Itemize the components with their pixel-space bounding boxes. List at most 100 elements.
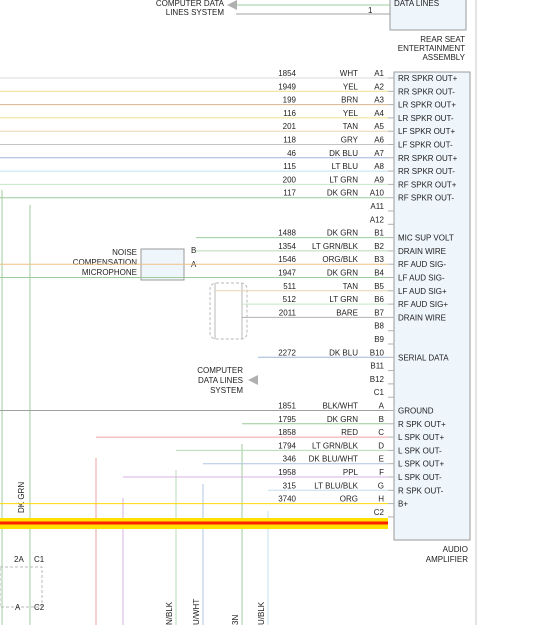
row-b5-color: TAN bbox=[343, 282, 359, 291]
row-b1-color: DK GRN bbox=[327, 229, 358, 238]
vertical-wire-label: DK GRN bbox=[17, 482, 26, 513]
row-b1-function: MIC SUP VOLT bbox=[398, 234, 454, 243]
row-e-pin: E bbox=[379, 455, 384, 464]
row-g-function: R SPK OUT- bbox=[398, 486, 444, 495]
row-b2-pin: B2 bbox=[374, 242, 384, 251]
row-b3-circuit: 1546 bbox=[278, 255, 296, 264]
row-b-color: DK GRN bbox=[327, 415, 358, 424]
row-a10-pin: A10 bbox=[370, 189, 385, 198]
mid-label-3: SYSTEM bbox=[210, 386, 243, 395]
row-b4-pin: B4 bbox=[374, 269, 384, 278]
row-b3-pin: B3 bbox=[374, 255, 384, 264]
row-a5-pin: A5 bbox=[374, 122, 384, 131]
data-lines-box bbox=[389, 0, 467, 31]
row-e-color: DK BLU/WHT bbox=[309, 455, 358, 464]
row-a7-function: RR SPKR OUT+ bbox=[398, 154, 458, 163]
row-b4-circuit: 1947 bbox=[278, 269, 296, 278]
row-a6-pin: A6 bbox=[374, 136, 384, 145]
row-a1-pin: A1 bbox=[374, 69, 384, 78]
row-g-color: LT BLU/BLK bbox=[314, 481, 358, 490]
row-c-color: RED bbox=[341, 428, 358, 437]
row-a10-circuit: 117 bbox=[283, 189, 296, 198]
row-a3-circuit: 199 bbox=[283, 96, 297, 105]
row-a6-color: GRY bbox=[341, 136, 359, 145]
row-a5-color: TAN bbox=[343, 122, 359, 131]
noise-label-2: COMPENSATION bbox=[73, 258, 138, 267]
row-a8-circuit: 115 bbox=[283, 162, 296, 171]
row-b7-pin: B7 bbox=[374, 308, 384, 317]
data-lines-label: DATA LINES bbox=[394, 0, 439, 8]
data-arrow-icon bbox=[248, 375, 258, 385]
row-b12-pin: B12 bbox=[370, 375, 385, 384]
amp-label-1: AUDIO bbox=[443, 545, 468, 554]
top-arrow-icon bbox=[227, 0, 237, 10]
noise-label-3: MICROPHONE bbox=[82, 268, 137, 277]
row-f-function: L SPK OUT- bbox=[398, 473, 442, 482]
row-a6-function: LF SPKR OUT- bbox=[398, 141, 453, 150]
row-f-pin: F bbox=[379, 468, 384, 477]
row-a2-function: RR SPKR OUT- bbox=[398, 87, 455, 96]
row-b5-function: LF AUD SIG+ bbox=[398, 287, 447, 296]
row-b10-color: DK BLU bbox=[329, 348, 358, 357]
row-a7-circuit: 46 bbox=[287, 149, 296, 158]
bottom-wire-label-3: 3N bbox=[231, 615, 240, 625]
row-b4-color: DK GRN bbox=[327, 269, 358, 278]
label-2a: 2A bbox=[14, 555, 24, 564]
row-a9-pin: A9 bbox=[374, 175, 384, 184]
row-b-function: R SPK OUT+ bbox=[398, 420, 446, 429]
row-a12-pin: A12 bbox=[370, 215, 385, 224]
row-a1-function: RR SPKR OUT+ bbox=[398, 74, 458, 83]
noise-label-1: NOISE bbox=[112, 248, 137, 257]
row-h-pin: H bbox=[378, 495, 384, 504]
row-a4-function: LR SPKR OUT- bbox=[398, 114, 454, 123]
row-b6-function: RF AUD SIG+ bbox=[398, 300, 448, 309]
row-b5-pin: B5 bbox=[374, 282, 384, 291]
bottom-wire-label-4: U/BLK bbox=[257, 601, 266, 625]
row-e-function: L SPK OUT+ bbox=[398, 460, 444, 469]
row-a-pin: A bbox=[379, 402, 385, 411]
row-b7-circuit: 2011 bbox=[279, 308, 297, 317]
row-g-pin: G bbox=[378, 481, 384, 490]
amp-label-2: AMPLIFIER bbox=[426, 555, 468, 564]
row-b9-pin: B9 bbox=[374, 335, 384, 344]
row-a2-pin: A2 bbox=[374, 82, 384, 91]
row-h-function: B+ bbox=[398, 500, 408, 509]
row-b10-pin: B10 bbox=[370, 348, 385, 357]
row-b5-circuit: 511 bbox=[283, 282, 296, 291]
row-a4-circuit: 116 bbox=[283, 109, 296, 118]
row-d-color: LT GRN/BLK bbox=[312, 441, 359, 450]
row-a4-color: YEL bbox=[343, 109, 359, 118]
top-left-label-1: COMPUTER DATA bbox=[156, 0, 225, 8]
row-b6-pin: B6 bbox=[374, 295, 384, 304]
row-d-pin: D bbox=[378, 441, 384, 450]
row-h-circuit: 3740 bbox=[278, 495, 296, 504]
row-b2-color: LT GRN/BLK bbox=[312, 242, 359, 251]
row-b-circuit: 1795 bbox=[278, 415, 296, 424]
row-b7-function: DRAIN WIRE bbox=[398, 313, 446, 322]
row-a1-circuit: 1854 bbox=[278, 69, 296, 78]
row-a3-pin: A3 bbox=[374, 96, 384, 105]
row-a8-function: RR SPKR OUT- bbox=[398, 167, 455, 176]
row-f-circuit: 1958 bbox=[278, 468, 296, 477]
wire-rows: 1854 WHT A1 RR SPKR OUT+ 1949 YEL A2 RR SPKR OU… bbox=[0, 69, 458, 518]
row-b10-circuit: 2272 bbox=[278, 348, 296, 357]
row-a-function: GROUND bbox=[398, 407, 434, 416]
top-left-label-2: LINES SYSTEM bbox=[166, 8, 225, 17]
row-b10-function: SERIAL DATA bbox=[398, 353, 449, 362]
row-b4-function: LF AUD SIG- bbox=[398, 274, 445, 283]
row-a11-pin: A11 bbox=[370, 202, 384, 211]
audio-amplifier-box bbox=[393, 71, 471, 541]
row-a1-color: WHT bbox=[340, 69, 358, 78]
bottom-left-connector bbox=[0, 566, 43, 608]
row-c-function: L SPK OUT+ bbox=[398, 433, 444, 442]
row-a3-color: BRN bbox=[341, 96, 358, 105]
row-e-circuit: 346 bbox=[283, 455, 297, 464]
row-b2-circuit: 1354 bbox=[278, 242, 296, 251]
row-b6-circuit: 512 bbox=[283, 295, 297, 304]
row-a7-pin: A7 bbox=[374, 149, 384, 158]
row-a10-function: RF SPKR OUT- bbox=[398, 194, 454, 203]
row-a9-function: RF SPKR OUT+ bbox=[398, 180, 457, 189]
row-c-circuit: 1858 bbox=[278, 428, 296, 437]
row-a6-circuit: 118 bbox=[283, 136, 296, 145]
